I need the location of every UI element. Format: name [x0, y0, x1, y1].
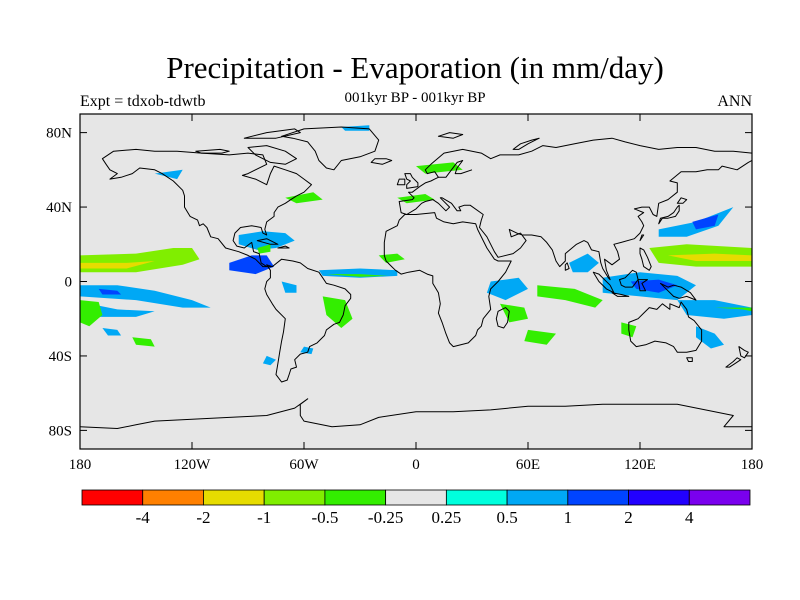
coastline-philippines: [639, 247, 652, 271]
anomaly-spcz: [677, 300, 752, 319]
coastline-uk: [404, 173, 419, 189]
anomaly-indian-west: [486, 277, 528, 301]
anomaly-s-indian-green: [524, 329, 556, 345]
coastline-north-america: [101, 148, 312, 268]
lon-tick-label: 180: [69, 457, 92, 473]
coastline-sulawesi: [637, 279, 648, 292]
coastline-japan: [658, 204, 680, 225]
colorbar-swatch: [506, 489, 569, 506]
lon-tick-label: 120W: [174, 457, 212, 473]
anomaly-spcz-green: [714, 307, 752, 312]
lon-tick-label: 60W: [289, 457, 319, 473]
colorbar-label: 0.5: [496, 508, 517, 527]
colorbar-label: -1: [257, 508, 271, 527]
coastline-java: [611, 292, 630, 297]
coastline-sri-lanka: [564, 262, 570, 271]
axis-ticks: 80N 40N 0 40S 80S 180 120W 60W 0 60E 120E 180: [46, 114, 763, 473]
coastline-ireland: [396, 178, 406, 186]
lat-tick-label: 80N: [46, 126, 72, 142]
lat-tick-label: 0: [65, 275, 73, 291]
coastline-iceland: [370, 158, 393, 165]
coastline-antarctica: [80, 398, 752, 429]
colorbar-label: -4: [136, 508, 151, 527]
experiment-label: Expt = tdxob-tdwtb: [80, 93, 206, 110]
anomaly-n-pacific-itcz-core: [80, 261, 155, 269]
colorbar-swatch: [203, 489, 265, 506]
anomaly-caribbean-green: [257, 244, 271, 254]
coastline-nz-south: [725, 357, 742, 368]
anomaly-s-atlantic-green: [322, 296, 353, 328]
anomaly-w-pacific-itcz-core: [668, 253, 752, 261]
colorbar-swatch: [81, 489, 144, 506]
anomaly-europe-green: [397, 194, 435, 204]
colorbar-label: 1: [564, 508, 573, 527]
anomaly-bay-of-bengal: [569, 253, 599, 273]
anomaly-e-indian-ocean: [537, 285, 603, 308]
anomaly-fields: [80, 125, 752, 366]
coastline-cuba: [256, 238, 279, 245]
plot-subtitle: 001kyr BP - 001kyr BP: [344, 90, 486, 106]
coastline-eurasia: [398, 137, 752, 281]
coastlines: [80, 126, 752, 429]
anomaly-atlantic-itcz-green: [326, 274, 388, 277]
coastline-madagascar: [495, 307, 510, 329]
anomaly-w-africa-coast: [378, 253, 405, 263]
anomaly-s-pacific-band-2: [89, 303, 155, 317]
colorbar-label: 2: [624, 508, 633, 527]
colorbar-label: 4: [685, 508, 694, 527]
lon-tick-label: 120E: [624, 457, 656, 473]
anomaly-amazon-patch: [281, 281, 297, 293]
coastline-taiwan: [639, 234, 645, 242]
lon-tick-label: 0: [412, 457, 420, 473]
coastline-australia: [628, 301, 703, 353]
lat-tick-label: 40S: [49, 349, 72, 365]
lon-tick-label: 180: [741, 457, 764, 473]
anomaly-aus-east: [696, 326, 724, 349]
colorbar-label: -0.5: [311, 508, 338, 527]
colorbar-label: -2: [196, 508, 210, 527]
coastline-greenland: [281, 126, 380, 171]
anomaly-s-pacific-blue-2: [98, 288, 122, 295]
coastline-scandinavia-gulf: [438, 160, 473, 178]
anomaly-s-pacific-green-2: [132, 337, 155, 347]
season-label: ANN: [717, 93, 752, 110]
coastline-ellesmere: [243, 128, 301, 139]
colorbar: -4 -2 -1 -0.5 -0.25 0.25 0.5 1 2 4: [81, 489, 751, 527]
coastline-new-guinea: [660, 282, 697, 301]
coastline-hispaniola: [277, 245, 290, 249]
anomaly-s-pacific-south: [102, 328, 122, 336]
coastline-south-america: [264, 258, 352, 383]
colorbar-label: 0.25: [431, 508, 461, 527]
coastline-africa: [383, 212, 512, 348]
coastline-svalbard: [437, 132, 464, 139]
coastline-tasmania: [686, 357, 693, 362]
colorbar-swatch: [628, 489, 690, 506]
anomaly-central-america: [229, 255, 275, 275]
lat-tick-label: 40N: [46, 200, 72, 216]
coastline-nz-north: [738, 346, 749, 359]
lon-tick-label: 60E: [516, 457, 540, 473]
coastline-victoria-island: [195, 148, 230, 154]
plot-title: Precipitation - Evaporation (in mm/day): [166, 50, 664, 85]
colorbar-swatch: [385, 489, 447, 506]
coastline-hokkaido: [676, 197, 688, 204]
coastline-novaya-zemlya: [512, 137, 540, 150]
colorbar-swatch: [567, 489, 629, 506]
anomaly-n-america-green: [285, 192, 323, 204]
colorbar-swatch: [688, 489, 751, 506]
colorbar-label: -0.25: [368, 508, 403, 527]
anomaly-s-america-south: [300, 346, 314, 355]
anomaly-aleutian: [154, 169, 183, 180]
colorbar-swatch: [445, 489, 508, 506]
anomaly-nw-pacific-core: [692, 214, 719, 230]
colorbar-swatch: [263, 489, 326, 506]
coastline-baffin-island: [247, 145, 297, 165]
colorbar-swatch: [142, 489, 204, 506]
anomaly-chile-coast: [262, 355, 276, 366]
colorbar-swatch: [324, 489, 387, 506]
anomaly-s-pacific-green: [80, 300, 103, 327]
lat-tick-label: 80S: [49, 423, 72, 439]
